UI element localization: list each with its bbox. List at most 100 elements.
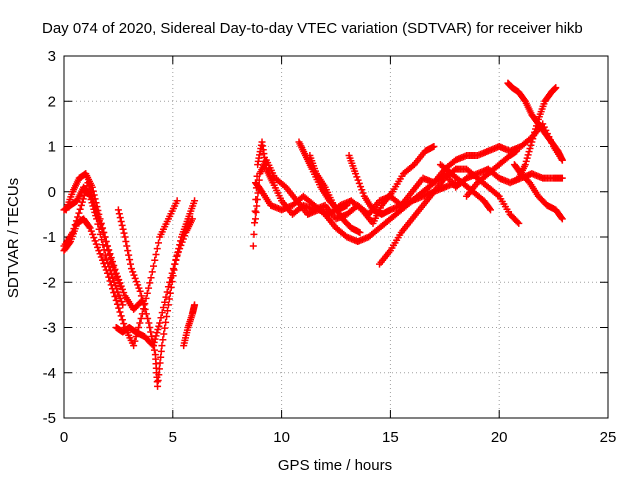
data-point xyxy=(139,296,147,304)
data-point xyxy=(172,256,180,264)
data-point xyxy=(86,224,94,232)
data-point xyxy=(114,288,122,296)
data-point xyxy=(430,143,438,150)
data-point xyxy=(116,214,124,222)
data-point xyxy=(527,141,535,149)
series-track-r xyxy=(515,84,560,182)
y-tick-label: 1 xyxy=(48,139,56,156)
data-point xyxy=(105,251,113,259)
data-point xyxy=(109,263,117,271)
data-point xyxy=(280,182,288,190)
data-point xyxy=(155,239,163,247)
data-point xyxy=(108,260,116,268)
data-point xyxy=(191,197,199,205)
data-point xyxy=(109,274,117,282)
x-axis-label: GPS time / hours xyxy=(278,457,392,474)
series-track-p xyxy=(463,147,521,200)
data-point xyxy=(155,322,163,330)
data-point xyxy=(116,308,124,316)
data-point xyxy=(140,301,148,309)
data-point xyxy=(164,301,172,309)
data-point xyxy=(85,223,93,231)
data-point xyxy=(409,162,417,170)
data-point xyxy=(99,256,107,264)
data-point xyxy=(113,273,121,281)
data-point xyxy=(163,313,171,321)
data-point xyxy=(171,260,179,268)
data-point xyxy=(558,215,566,223)
data-point xyxy=(90,201,98,209)
data-point xyxy=(122,238,130,246)
data-point xyxy=(97,253,105,261)
data-point xyxy=(158,309,166,317)
data-point xyxy=(119,301,127,309)
data-point xyxy=(115,304,123,312)
data-point xyxy=(528,138,536,146)
data-point xyxy=(94,213,102,221)
data-point xyxy=(78,198,86,206)
data-point xyxy=(112,270,120,278)
data-point xyxy=(156,319,164,327)
data-point xyxy=(486,206,494,214)
data-point xyxy=(513,147,521,155)
data-point xyxy=(87,227,95,235)
data-point xyxy=(103,242,111,250)
grid-lines xyxy=(64,56,608,418)
data-point xyxy=(153,329,161,337)
data-point xyxy=(116,294,124,302)
data-point xyxy=(161,298,169,306)
y-tick-label: -1 xyxy=(43,229,56,246)
data-point xyxy=(353,173,361,181)
data-point xyxy=(95,217,103,225)
x-tick-label: 10 xyxy=(273,429,290,446)
data-point xyxy=(168,269,176,277)
data-point xyxy=(157,314,165,322)
data-point xyxy=(113,285,121,293)
data-point xyxy=(112,296,120,304)
data-point xyxy=(251,207,259,215)
data-point xyxy=(255,176,263,184)
data-point xyxy=(191,301,199,309)
data-point xyxy=(118,298,126,306)
x-tick-labels: 0 5 10 15 20 25 xyxy=(60,429,617,446)
data-point xyxy=(114,206,122,214)
data-point xyxy=(558,156,566,164)
data-point xyxy=(96,250,104,258)
data-point xyxy=(515,219,523,227)
y-tick-label: -2 xyxy=(43,274,56,291)
data-point xyxy=(130,342,138,350)
data-point xyxy=(354,176,362,184)
data-point xyxy=(494,191,502,199)
data-point xyxy=(525,148,533,156)
data-point xyxy=(166,289,174,297)
data-point xyxy=(162,318,170,326)
data-point xyxy=(74,213,82,221)
data-point xyxy=(521,161,529,169)
data-point xyxy=(146,324,154,331)
data-point xyxy=(97,221,105,229)
data-point xyxy=(115,291,123,299)
data-point xyxy=(104,247,112,255)
data-point xyxy=(179,235,187,243)
data-point xyxy=(130,271,138,279)
data-point xyxy=(117,217,125,225)
y-tick-label: -5 xyxy=(43,410,56,427)
data-point xyxy=(136,287,144,295)
data-point xyxy=(107,256,115,264)
data-point xyxy=(143,289,151,297)
data-point xyxy=(135,284,143,292)
data-point xyxy=(110,267,118,275)
data-point xyxy=(152,250,160,258)
data-point xyxy=(120,320,128,328)
data-point xyxy=(552,84,560,92)
y-tick-label: 2 xyxy=(48,93,56,110)
data-point xyxy=(79,195,87,203)
data-point xyxy=(147,274,155,282)
data-point xyxy=(524,151,532,159)
x-tick-label: 25 xyxy=(600,429,617,446)
data-point xyxy=(91,237,99,245)
x-tick-label: 15 xyxy=(382,429,399,446)
data-point xyxy=(84,179,92,187)
data-point xyxy=(154,325,162,333)
data-point xyxy=(533,122,541,130)
